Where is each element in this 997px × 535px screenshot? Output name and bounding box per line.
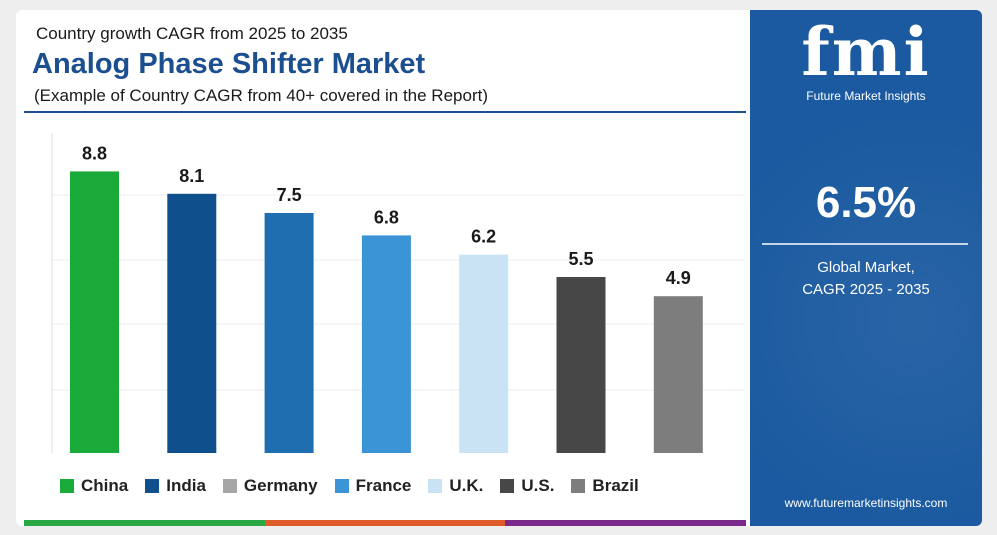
data-label-china: 8.8: [82, 143, 107, 163]
data-label-india: 8.1: [179, 166, 204, 186]
legend-label: France: [356, 476, 412, 496]
legend-item-us: U.S.: [500, 476, 554, 496]
accent-segment-2: [505, 520, 746, 526]
bar-brazil: [654, 296, 703, 453]
data-label-us: 5.5: [568, 249, 593, 269]
legend-item-germany: Germany: [223, 476, 318, 496]
legend-label: U.S.: [521, 476, 554, 496]
legend-item-france: France: [335, 476, 412, 496]
data-label-brazil: 4.9: [666, 268, 691, 288]
legend-label: China: [81, 476, 128, 496]
bar-france: [362, 235, 411, 453]
legend-swatch: [223, 479, 237, 493]
legend-swatch: [60, 479, 74, 493]
global-cagr-label: Global Market, CAGR 2025 - 2035: [750, 257, 982, 301]
bar-germany: [265, 213, 314, 453]
data-label-germany: 7.5: [277, 185, 302, 205]
legend-item-india: India: [145, 476, 206, 496]
global-cagr-value: 6.5%: [750, 178, 982, 228]
legend-item-brazil: Brazil: [571, 476, 638, 496]
global-cagr-label-line2: CAGR 2025 - 2035: [750, 279, 982, 301]
legend-swatch: [571, 479, 585, 493]
legend-label: India: [166, 476, 206, 496]
legend-swatch: [500, 479, 514, 493]
legend-swatch: [428, 479, 442, 493]
panel-divider: [762, 243, 968, 245]
legend-swatch: [145, 479, 159, 493]
accent-segment-0: [24, 520, 265, 526]
website-link[interactable]: www.futuremarketinsights.com: [750, 496, 982, 510]
data-label-france: 6.8: [374, 207, 399, 227]
legend-item-uk: U.K.: [428, 476, 483, 496]
bar-us: [557, 277, 606, 453]
global-cagr-label-line1: Global Market,: [750, 257, 982, 279]
chart-legend: China India Germany France U.K. U.S. Brazil: [60, 476, 656, 496]
legend-label: Brazil: [592, 476, 638, 496]
bar-china: [70, 171, 119, 453]
infographic-card: Country growth CAGR from 2025 to 2035 An…: [16, 10, 982, 526]
bottom-accent-bar: [24, 520, 746, 526]
legend-item-china: China: [60, 476, 128, 496]
accent-segment-1: [265, 520, 506, 526]
logo-subtext: Future Market Insights: [750, 89, 982, 103]
legend-swatch: [335, 479, 349, 493]
legend-label: Germany: [244, 476, 318, 496]
bar-india: [167, 194, 216, 453]
bar-uk: [459, 255, 508, 453]
bar-chart: 8.8 8.1 7.5 6.8 6.2 5.5 4.9: [16, 10, 750, 526]
fmi-logo: fmi: [750, 16, 982, 88]
data-label-uk: 6.2: [471, 227, 496, 247]
legend-label: U.K.: [449, 476, 483, 496]
summary-panel: fmi Future Market Insights 6.5% Global M…: [750, 10, 982, 526]
